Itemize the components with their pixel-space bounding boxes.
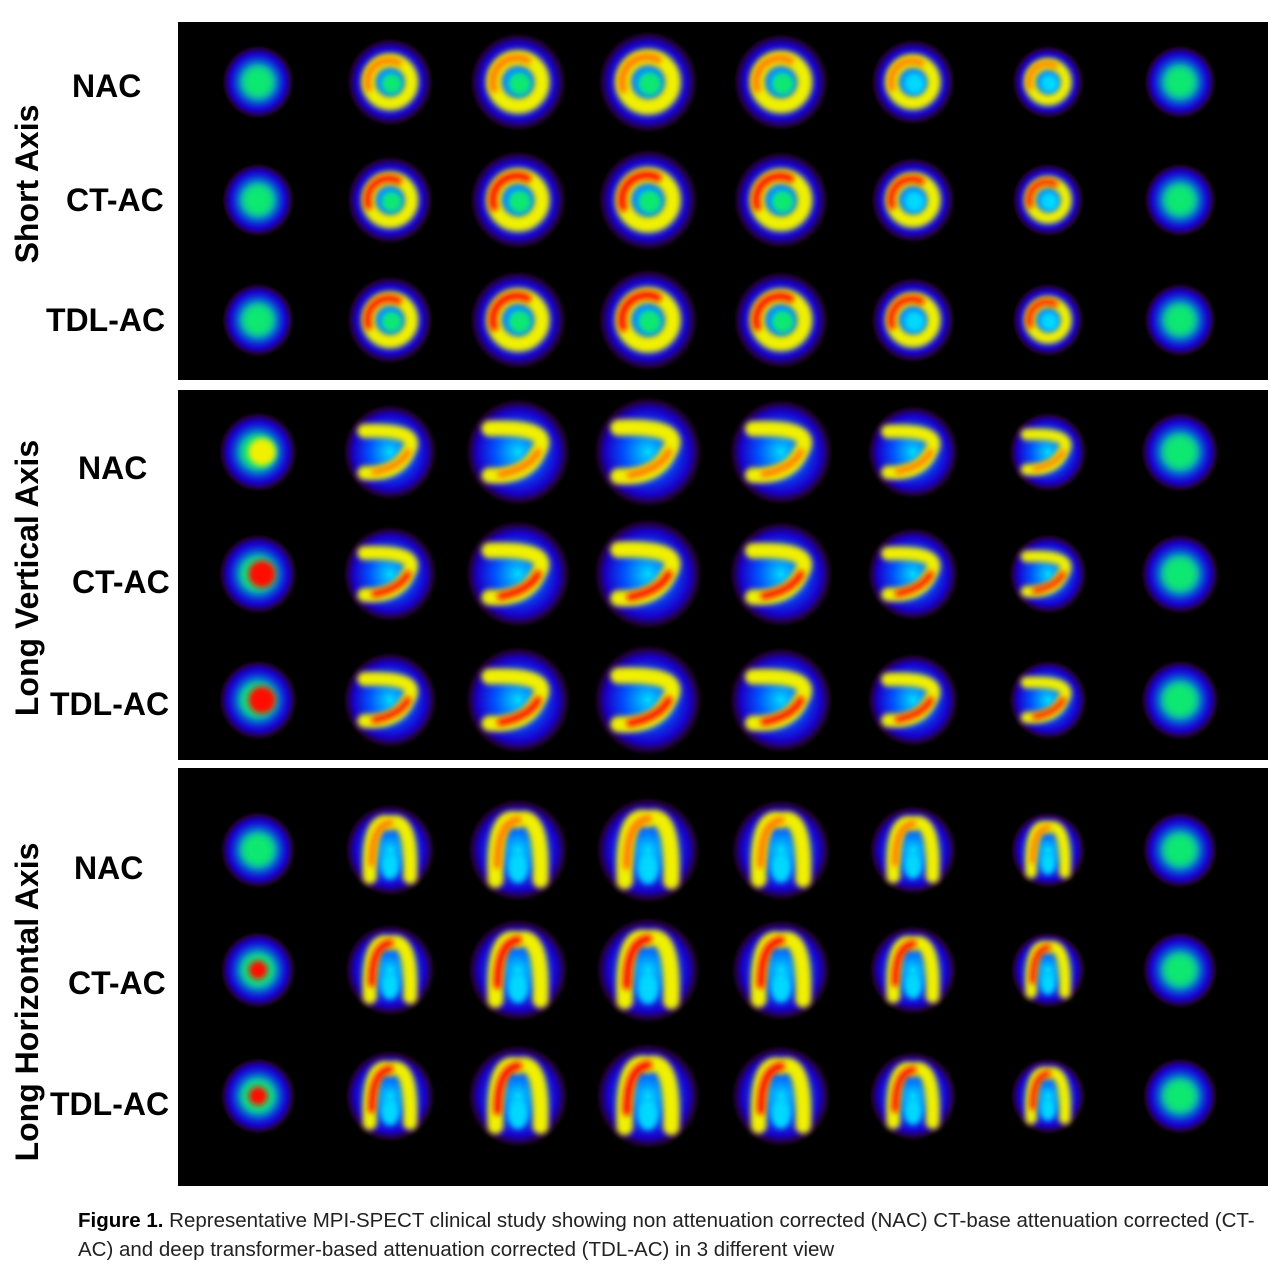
spect-slice: [1141, 534, 1219, 614]
spect-slice: [465, 398, 571, 506]
spect-slice: [469, 271, 567, 369]
spect-slice: [1009, 534, 1087, 614]
spect-slice: [1144, 283, 1216, 357]
spect-slice: [219, 534, 297, 614]
spect-slice: [871, 157, 955, 243]
spect-slice: [467, 1044, 569, 1148]
spect-slice: [222, 283, 294, 357]
spect-slice: [731, 799, 831, 901]
spect-slice: [347, 276, 433, 364]
spect-slice: [469, 33, 567, 131]
image-panel-long-horizontal-axis: [178, 768, 1268, 1186]
spect-slice: [869, 805, 957, 895]
spect-slice: [1010, 931, 1086, 1009]
spect-slice: [867, 653, 959, 747]
spect-slice: [343, 652, 437, 748]
spect-slice: [465, 646, 571, 754]
spect-slice: [871, 277, 955, 363]
spect-slice: [598, 31, 698, 133]
spect-slice: [594, 518, 702, 630]
section-title-short-axis: Short Axis: [9, 104, 45, 264]
row-label-nac: NAC: [74, 850, 144, 886]
row-label-nac: NAC: [78, 450, 148, 486]
spect-slice: [596, 1043, 700, 1149]
spect-slice: [596, 917, 700, 1023]
spect-slice: [345, 1050, 435, 1142]
spect-slice: [867, 527, 959, 621]
row-label-tdl-ac: TDL-AC: [50, 686, 170, 722]
spect-slice: [1142, 931, 1218, 1009]
spect-slice: [869, 1051, 957, 1141]
spect-slice: [1012, 163, 1084, 237]
spect-slice: [465, 520, 571, 628]
row-label-ct-ac: CT-AC: [72, 564, 170, 600]
spect-slice: [222, 45, 294, 119]
spect-image-grid: [222, 31, 1216, 371]
row-label-tdl-ac: TDL-AC: [50, 1086, 170, 1122]
spect-slice: [467, 798, 569, 902]
spect-slice: [867, 405, 959, 499]
spect-slice: [347, 38, 433, 126]
figure-caption-text: Representative MPI-SPECT clinical study …: [78, 1209, 1255, 1261]
spect-slice: [1141, 660, 1219, 740]
spect-slice: [733, 271, 829, 369]
spect-slice: [871, 39, 955, 125]
image-panel-long-vertical-axis: [178, 390, 1268, 760]
spect-slice: [733, 33, 829, 131]
row-label-ct-ac: CT-AC: [68, 965, 166, 1001]
spect-slice: [343, 526, 437, 622]
spect-slice: [598, 149, 698, 251]
spect-image-grid: [219, 396, 1219, 756]
section-title-long-horizontal-axis: Long Horizontal Axis: [9, 842, 45, 1162]
spect-slice: [594, 644, 702, 756]
spect-slice: [729, 521, 833, 627]
spect-slice: [345, 924, 435, 1016]
section-title-long-vertical-axis: Long Vertical Axis: [9, 439, 45, 717]
spect-slice: [869, 925, 957, 1015]
spect-slice: [347, 156, 433, 244]
spect-slice: [733, 151, 829, 249]
spect-slice: [220, 811, 296, 889]
figure-caption-label: Figure 1.: [78, 1209, 164, 1232]
spect-slice: [220, 1057, 296, 1135]
image-panel-short-axis: [178, 22, 1268, 380]
spect-slice: [594, 396, 702, 508]
spect-slice: [467, 918, 569, 1022]
spect-image-grid: [220, 797, 1218, 1149]
spect-slice: [598, 269, 698, 371]
spect-slice: [1142, 1057, 1218, 1135]
spect-slice: [345, 804, 435, 896]
spect-slice: [1010, 1057, 1086, 1135]
spect-slice: [1141, 412, 1219, 492]
spect-slice: [1144, 163, 1216, 237]
spect-slice: [343, 404, 437, 500]
spect-slice: [729, 399, 833, 505]
row-label-nac: NAC: [72, 68, 142, 104]
spect-slice: [469, 151, 567, 249]
spect-slice: [1010, 811, 1086, 889]
spect-slice: [731, 1045, 831, 1147]
spect-slice: [1012, 45, 1084, 119]
spect-slice: [596, 797, 700, 903]
spect-slice: [729, 647, 833, 753]
spect-slice: [1012, 283, 1084, 357]
spect-slice: [731, 919, 831, 1021]
spect-slice: [219, 412, 297, 492]
row-label-tdl-ac: TDL-AC: [46, 302, 166, 338]
spect-slice: [222, 163, 294, 237]
spect-slice: [1009, 412, 1087, 492]
spect-slice: [220, 931, 296, 1009]
spect-slice: [1144, 45, 1216, 119]
spect-slice: [1142, 811, 1218, 889]
row-label-ct-ac: CT-AC: [66, 182, 164, 218]
figure-caption: Figure 1. Representative MPI-SPECT clini…: [78, 1206, 1268, 1264]
spect-slice: [1009, 660, 1087, 740]
spect-slice: [219, 660, 297, 740]
